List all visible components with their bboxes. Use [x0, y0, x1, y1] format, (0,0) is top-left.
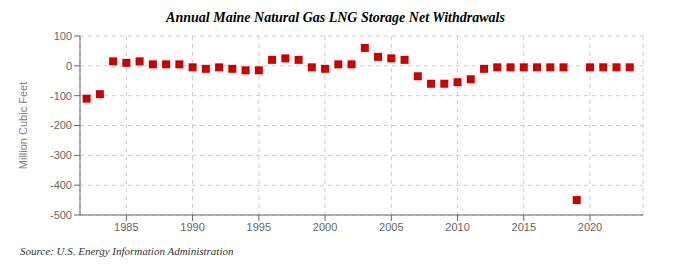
- svg-text:2000: 2000: [313, 221, 337, 233]
- svg-text:-300: -300: [50, 149, 72, 161]
- svg-text:1990: 1990: [180, 221, 204, 233]
- html-text:Source: U.S. Energy Informatio: Source: U.S. Energy Information Administ…: [20, 245, 234, 257]
- svg-text:0: 0: [66, 60, 72, 72]
- svg-text:2020: 2020: [578, 221, 602, 233]
- svg-text:1995: 1995: [247, 221, 271, 233]
- svg-text:100: 100: [54, 30, 72, 42]
- svg-text:2005: 2005: [379, 221, 403, 233]
- svg-text:1985: 1985: [114, 221, 138, 233]
- svg-text:2010: 2010: [445, 221, 469, 233]
- html-text:Annual Maine Natural Gas LNG S: Annual Maine Natural Gas LNG Storage Net…: [166, 10, 505, 25]
- svg-text:-400: -400: [50, 179, 72, 191]
- svg-text:-200: -200: [50, 119, 72, 131]
- svg-text:-500: -500: [50, 209, 72, 221]
- svg-text:2015: 2015: [512, 221, 536, 233]
- svg-text:Million Cubic Feet: Million Cubic Feet: [17, 82, 29, 169]
- svg-text:-100: -100: [50, 90, 72, 102]
